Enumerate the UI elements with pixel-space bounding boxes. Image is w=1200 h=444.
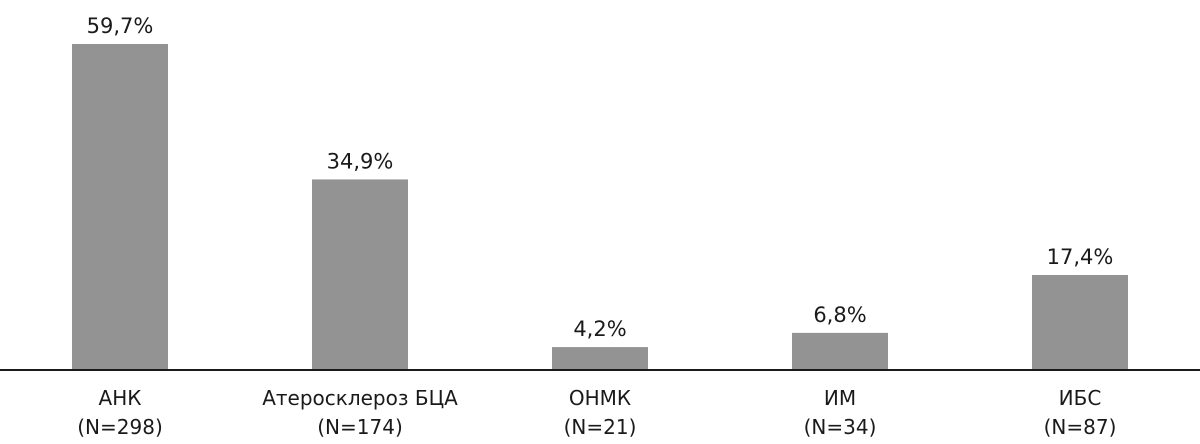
category-label-3: ОНМК xyxy=(569,386,631,410)
value-label-4: 6,8% xyxy=(813,303,866,327)
category-n-label-4: (N=34) xyxy=(804,415,877,439)
category-n-label-5: (N=87) xyxy=(1044,415,1117,439)
category-label-5: ИБС xyxy=(1059,386,1102,410)
value-label-1: 59,7% xyxy=(87,14,154,38)
bars-group xyxy=(72,44,1128,370)
bar-3 xyxy=(552,347,648,370)
category-label-4: ИМ xyxy=(824,386,856,410)
bar-2 xyxy=(312,179,408,370)
value-label-2: 34,9% xyxy=(327,149,394,173)
value-label-5: 17,4% xyxy=(1047,245,1114,269)
category-label-1: АНК xyxy=(99,386,142,410)
bar-1 xyxy=(72,44,168,370)
category-label-2: Атеросклероз БЦА xyxy=(262,386,458,410)
category-n-label-3: (N=21) xyxy=(564,415,637,439)
value-label-3: 4,2% xyxy=(573,317,626,341)
bar-4 xyxy=(792,332,888,370)
labels-group: 59,7% АНК (N=298) 34,9% Атеросклероз БЦА (N=1… xyxy=(77,14,1116,439)
category-n-label-2: (N=174) xyxy=(317,415,403,439)
category-n-label-1: (N=298) xyxy=(77,415,163,439)
bar-5 xyxy=(1032,274,1128,370)
